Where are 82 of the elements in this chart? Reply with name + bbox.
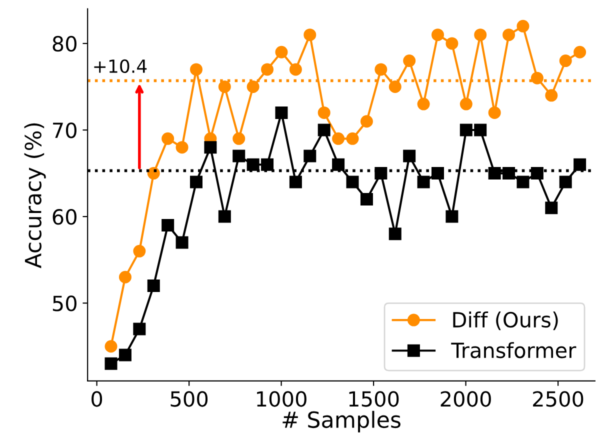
y-tick-label: 60: [52, 209, 76, 225]
point: [417, 176, 430, 188]
point: [332, 158, 345, 171]
point: [275, 106, 288, 119]
point: [204, 141, 217, 154]
point: [545, 202, 558, 214]
x-tick-label: 2000: [440, 391, 491, 407]
point: [261, 63, 274, 76]
point: [360, 192, 373, 206]
point: [403, 54, 416, 68]
point: [502, 28, 516, 42]
point: [176, 236, 188, 249]
point: [488, 106, 501, 119]
point: [246, 158, 260, 171]
point: [346, 176, 359, 188]
point: [417, 98, 430, 110]
x-axis-title: # Samples: [282, 410, 400, 432]
point: [289, 63, 302, 76]
point: [530, 72, 544, 84]
point: [574, 158, 586, 171]
point: [147, 280, 160, 292]
point: [147, 167, 160, 180]
point: [403, 150, 416, 162]
legend-label: Diff (Ours): [453, 311, 558, 330]
point: [246, 80, 260, 93]
point: [346, 132, 359, 145]
point: [446, 37, 458, 50]
point: [332, 132, 345, 145]
x-tick-label: 2500: [533, 391, 584, 407]
point: [190, 63, 202, 76]
point: [133, 322, 146, 336]
annotation: +10.4: [94, 59, 147, 74]
y-tick-label: 70: [53, 122, 76, 138]
point: [162, 132, 174, 145]
point: [488, 167, 501, 180]
point: [176, 141, 188, 154]
point: [190, 176, 202, 188]
point: [502, 167, 516, 180]
legend-label: Transformer: [451, 342, 576, 358]
point: [432, 28, 444, 42]
x-tick-label: 1000: [257, 391, 306, 407]
point: [289, 176, 302, 188]
point: [460, 124, 472, 136]
point: [118, 270, 132, 284]
x-tick-label: 1500: [349, 391, 399, 407]
point: [318, 106, 330, 119]
point: [232, 150, 246, 162]
point: [388, 80, 402, 93]
x-tick-label: 500: [170, 391, 208, 407]
point: [104, 340, 118, 353]
point: [559, 54, 572, 68]
point: [474, 124, 487, 136]
point: [304, 150, 316, 162]
point: [318, 124, 330, 136]
point: [261, 158, 274, 171]
point: [460, 98, 472, 110]
point: [388, 228, 402, 240]
point: [218, 210, 231, 223]
y-tick-label: 80: [52, 36, 76, 52]
point: [374, 63, 388, 76]
point: [474, 28, 487, 42]
point: [162, 218, 174, 232]
point: [104, 357, 118, 370]
point: [133, 244, 146, 258]
point: [232, 132, 246, 145]
point: [446, 210, 458, 223]
point: [118, 348, 132, 362]
point: [516, 20, 530, 32]
x-tick-label: 0: [92, 391, 102, 407]
point: [574, 46, 586, 58]
point: [559, 176, 572, 188]
y-axis-title: Accuracy (%): [24, 123, 46, 268]
point: [516, 176, 530, 188]
point: [545, 89, 558, 102]
point: [374, 167, 388, 180]
point: [432, 167, 444, 180]
point: [275, 46, 288, 58]
y-tick-label: 50: [52, 296, 76, 312]
point: [304, 28, 316, 42]
point: [218, 80, 231, 93]
point: [530, 167, 544, 180]
point: [360, 115, 373, 128]
